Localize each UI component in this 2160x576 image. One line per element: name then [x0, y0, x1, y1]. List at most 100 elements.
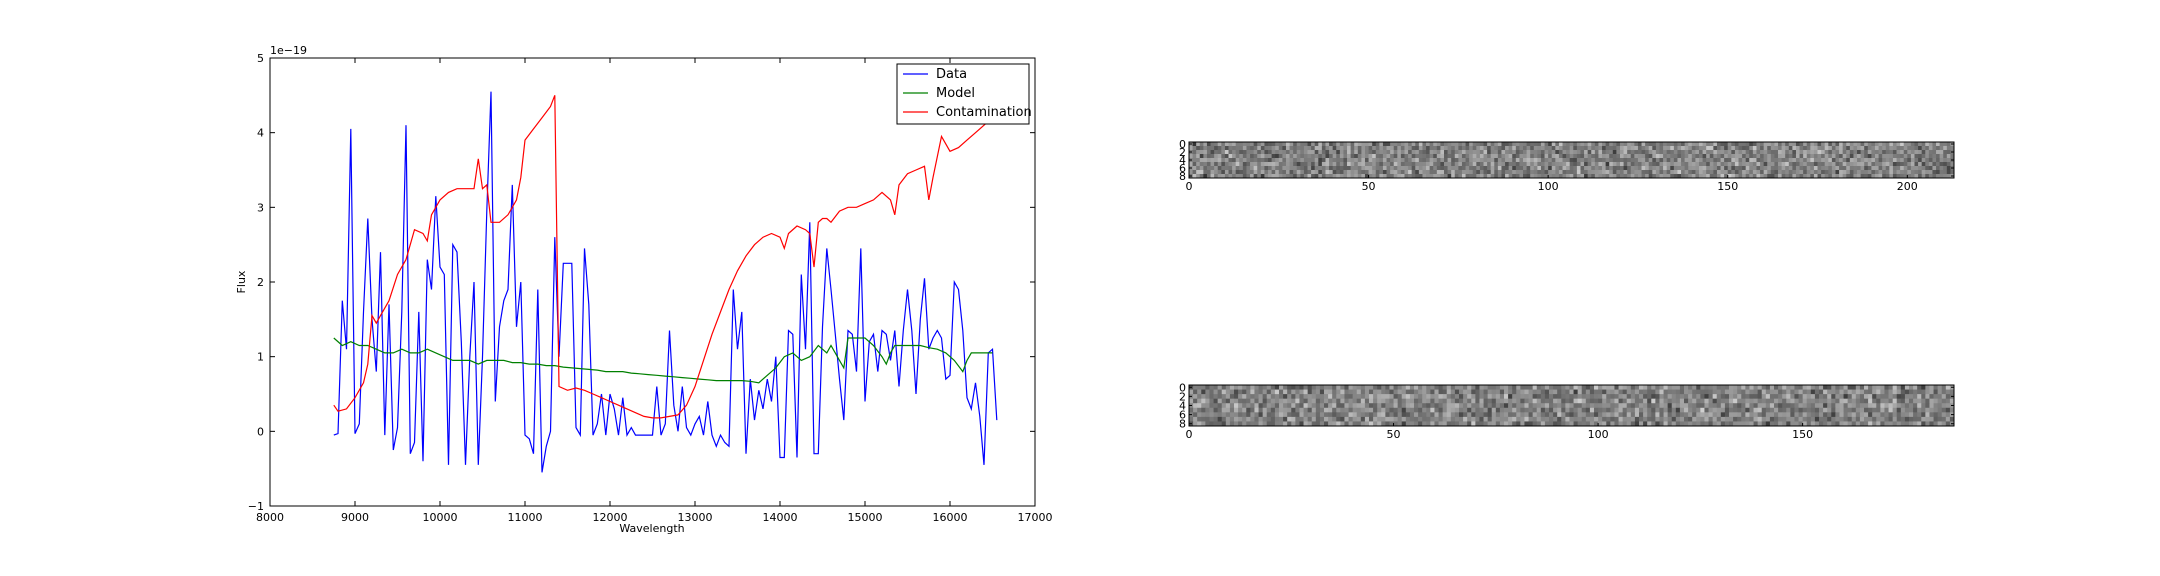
heatmap-cell: [1831, 150, 1836, 155]
heatmap-cell: [1438, 416, 1444, 422]
heatmap-cell: [1573, 416, 1579, 422]
heatmap-cell: [1839, 162, 1844, 167]
heatmap-cell: [1544, 421, 1550, 427]
heatmap-cell: [1699, 166, 1703, 171]
heatmap-cell: [1275, 142, 1280, 147]
heatmap-cell: [1731, 146, 1736, 151]
heatmap-cell: [1555, 162, 1560, 167]
heatmap-cell: [1929, 385, 1934, 390]
heatmap-cell: [1831, 170, 1836, 175]
heatmap-cell: [1914, 158, 1919, 163]
heatmap-cell: [1806, 385, 1812, 390]
heatmap-cell: [1778, 158, 1782, 163]
heatmap-cell: [1651, 394, 1656, 400]
heatmap-cell: [1880, 407, 1885, 413]
heatmap-cell: [1700, 412, 1705, 418]
heatmap-cell: [1655, 385, 1660, 390]
heatmap-cell: [1228, 158, 1233, 163]
heatmap-cell: [1712, 416, 1718, 422]
heatmap-cell: [1706, 174, 1711, 179]
heatmap-cell: [1585, 403, 1591, 409]
heatmap-cell: [1479, 154, 1484, 159]
heatmap-cell: [1684, 389, 1689, 395]
heatmap-cell: [1817, 162, 1822, 167]
heatmap-cell: [1436, 154, 1441, 159]
heatmap-cell: [1296, 150, 1301, 155]
heatmap-cell: [1700, 385, 1705, 390]
heatmap-cell: [1594, 150, 1599, 155]
heatmap-cell: [1206, 146, 1211, 151]
heatmap-cell: [1447, 150, 1452, 155]
heatmap-cell: [1463, 412, 1468, 418]
heatmap-cell: [1757, 394, 1763, 400]
heatmap-cell: [1368, 146, 1373, 151]
heatmap-cell: [1459, 385, 1464, 390]
heatmap-cell: [1648, 142, 1653, 147]
heatmap-cell: [1566, 150, 1571, 155]
heatmap-cell: [1508, 142, 1513, 147]
heatmap-cell: [1303, 142, 1308, 147]
heatmap-cell: [1347, 150, 1352, 155]
heatmap-cell: [1303, 158, 1308, 163]
heatmap-cell: [1720, 385, 1726, 390]
heatmap-cell: [1946, 174, 1951, 179]
heatmap-cell: [1551, 146, 1556, 151]
heatmap-cell: [1738, 166, 1743, 171]
heatmap-cell: [1921, 146, 1926, 151]
heatmap-cell: [1385, 389, 1390, 395]
heatmap-cell: [1440, 166, 1445, 171]
heatmap-cell: [1573, 389, 1579, 395]
heatmap-cell: [1774, 174, 1779, 179]
heatmap-cell: [1472, 158, 1477, 163]
heatmap-cell: [1835, 421, 1840, 427]
heatmap-cell: [1549, 394, 1554, 400]
heatmap-cell: [1756, 158, 1761, 163]
heatmap-cell: [1321, 174, 1326, 179]
heatmap-cell: [1285, 146, 1290, 151]
heatmap-cell: [1532, 385, 1538, 390]
heatmap-cell: [1874, 166, 1879, 171]
heatmap-cell: [1246, 166, 1251, 171]
heatmap-cell: [1526, 158, 1531, 163]
heatmap-cell: [1602, 389, 1607, 395]
heatmap-cell: [1904, 421, 1910, 427]
heatmap-cell: [1827, 421, 1832, 427]
heatmap-cell: [1671, 385, 1677, 390]
heatmap-cell: [1921, 412, 1926, 418]
heatmap-cell: [1262, 385, 1268, 390]
heatmap-cell: [1788, 150, 1793, 155]
heatmap-cell: [1734, 162, 1739, 167]
heatmap-cell: [1737, 389, 1742, 395]
heatmap-cell: [1569, 398, 1574, 404]
heatmap-cell: [1842, 166, 1847, 171]
heatmap-cell: [1512, 142, 1517, 147]
heatmap-cell: [1802, 412, 1808, 418]
heatmap-cell: [1706, 170, 1711, 175]
heatmap-cell: [1792, 146, 1797, 151]
heatmap-cell: [1242, 385, 1247, 390]
heatmap-cell: [1675, 412, 1681, 418]
heatmap-cell: [1442, 403, 1448, 409]
heatmap-cell: [1555, 174, 1560, 179]
series-line-contamination: [333, 95, 993, 419]
heatmap-cell: [1795, 142, 1800, 147]
heatmap-cell: [1932, 150, 1937, 155]
heatmap-cell: [1558, 174, 1563, 179]
heatmap-cell: [1900, 385, 1906, 390]
heatmap-cell: [1397, 174, 1402, 179]
heatmap-cell: [1817, 142, 1822, 147]
heatmap-cell: [1253, 150, 1258, 155]
heatmap-cell: [1659, 412, 1664, 418]
heatmap-cell: [1203, 150, 1208, 155]
heatmap-cell: [1888, 421, 1894, 427]
heatmap-cell: [1688, 162, 1693, 167]
heatmap-cell: [1914, 166, 1919, 171]
heatmap-cell: [1356, 389, 1362, 395]
heatmap-cell: [1339, 146, 1344, 151]
heatmap-cell: [1206, 170, 1211, 175]
heatmap-cell: [1876, 403, 1881, 409]
heatmap-cell: [1903, 166, 1908, 171]
heatmap-cell: [1903, 142, 1908, 147]
heatmap-cell: [1499, 407, 1505, 413]
heatmap-cell: [1684, 154, 1689, 159]
